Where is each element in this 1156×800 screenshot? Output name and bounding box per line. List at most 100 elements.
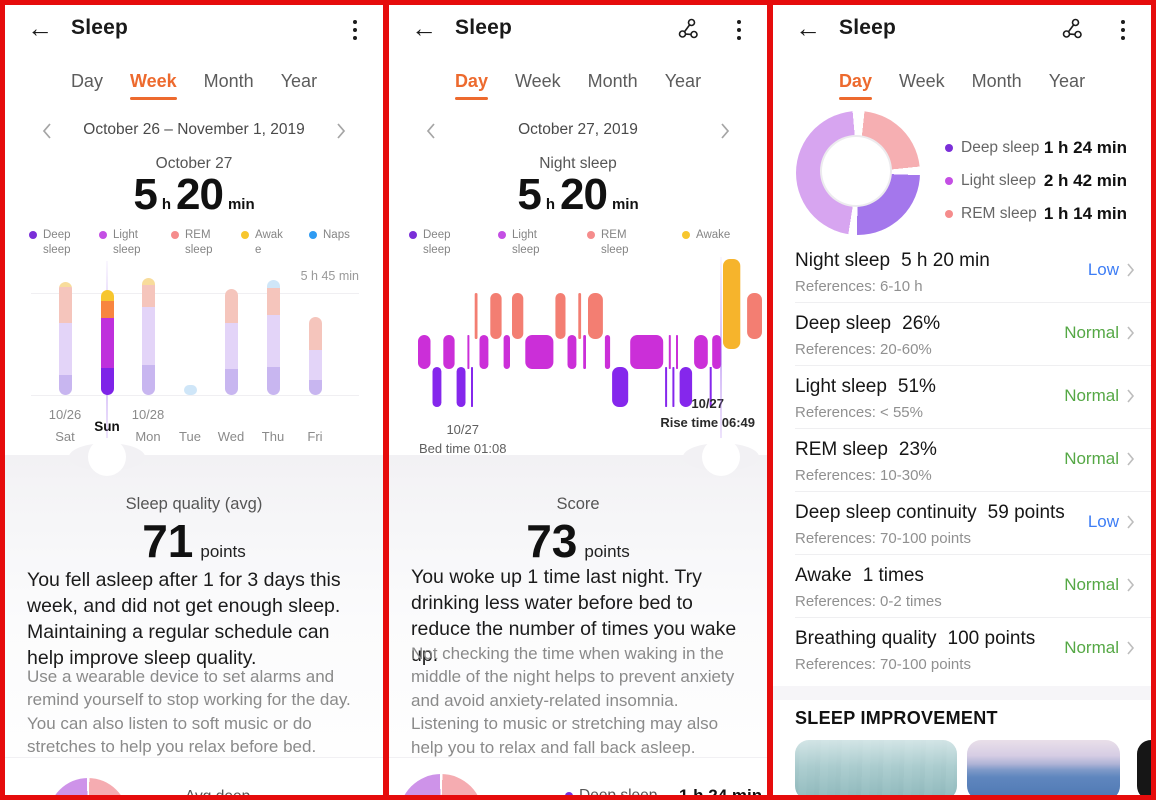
tab-day[interactable]: Day xyxy=(455,71,488,106)
tab-week[interactable]: Week xyxy=(130,71,177,106)
misty-forest-card[interactable] xyxy=(795,740,957,795)
metric-row-deep-sleep-continuity[interactable]: Deep sleep continuity 59 points References… xyxy=(795,492,1151,555)
selection-handle[interactable] xyxy=(88,438,126,476)
x-day-fri[interactable]: Fri xyxy=(307,429,323,444)
light-sleep-dot xyxy=(498,231,506,239)
weekly-sleep-bar-chart[interactable]: 5 h 45 min 10/26 Sat Sun 10/28 Mon Tue Wed Thu F… xyxy=(5,5,383,795)
sleep-composition-donut xyxy=(796,111,920,235)
chevron-right-icon xyxy=(1127,326,1135,340)
deep-sleep-dot xyxy=(565,792,573,795)
hypnogram-chart[interactable] xyxy=(417,255,763,411)
sleep-details-screen: ← Sleep Day Week Month Year Deep sleep 1 h 2… xyxy=(773,5,1151,795)
more-menu-icon[interactable] xyxy=(737,20,741,40)
chevron-right-icon xyxy=(1127,263,1135,277)
metric-row-light-sleep[interactable]: Light sleep 51% References: < 55% Normal xyxy=(795,366,1151,429)
summary-label: Sleep quality (avg) xyxy=(125,495,263,513)
page-title: Sleep xyxy=(839,16,897,39)
score-section: Score 73 points You woke up 1 time last n… xyxy=(389,455,767,757)
summary-section: Sleep quality (avg) 71 points You fell as… xyxy=(5,455,383,757)
sleep-day-screen: ← Sleep Day Week Month Year October 27, 201… xyxy=(389,5,767,795)
tab-month[interactable]: Month xyxy=(971,71,1022,91)
chevron-right-icon xyxy=(1127,452,1135,466)
app-header: ← Sleep xyxy=(5,5,383,57)
sleep-bar-sun[interactable] xyxy=(100,290,114,395)
prev-period-icon[interactable] xyxy=(41,121,53,146)
metric-row-awake[interactable]: Awake 1 times References: 0-2 times Normal xyxy=(795,555,1151,618)
sleep-composition-pie xyxy=(399,774,483,795)
share-icon[interactable] xyxy=(1061,17,1085,46)
avg-sleep-pie-chart xyxy=(48,778,128,795)
status-badge: Normal xyxy=(1064,638,1119,657)
sleep-bar-wed[interactable] xyxy=(224,289,238,395)
metric-row-rem-sleep[interactable]: REM sleep 23% References: 10-30% Normal xyxy=(795,429,1151,492)
tab-year[interactable]: Year xyxy=(280,71,318,91)
night-sleep-label: Night sleep xyxy=(539,155,617,172)
sleep-week-screen: ← Sleep Day Week Month Year October 26 – No… xyxy=(5,5,383,795)
next-period-icon[interactable] xyxy=(719,121,731,146)
back-icon[interactable]: ← xyxy=(795,13,821,43)
rem-sleep-dot xyxy=(587,231,595,239)
avg-deep-label: Avg deep xyxy=(185,788,250,795)
selection-handle[interactable] xyxy=(702,438,740,476)
dark-card[interactable] xyxy=(1137,740,1151,795)
chevron-right-icon xyxy=(1127,515,1135,529)
share-icon[interactable] xyxy=(677,17,701,46)
app-header: ← Sleep xyxy=(389,5,767,57)
status-badge: Normal xyxy=(1064,449,1119,468)
date-label: October 27, 2019 xyxy=(518,121,638,138)
sleep-composition-card: Deep sleep 1 h 24 min xyxy=(389,757,767,795)
sleep-bar-tue[interactable] xyxy=(183,385,197,395)
deep-sleep-value: 1 h 24 min xyxy=(679,786,762,795)
app-header: ← Sleep xyxy=(773,5,1151,57)
more-menu-icon[interactable] xyxy=(353,20,357,40)
tab-month[interactable]: Month xyxy=(587,71,638,91)
x-day-mon[interactable]: Mon xyxy=(135,429,161,444)
tab-year[interactable]: Year xyxy=(664,71,702,91)
back-icon[interactable]: ← xyxy=(27,13,53,43)
summary-value: 71 points xyxy=(142,515,246,567)
date-navigator: October 27, 2019 xyxy=(389,118,767,144)
tab-day[interactable]: Day xyxy=(70,71,103,91)
more-menu-icon[interactable] xyxy=(1121,20,1125,40)
sleep-bar-fri[interactable] xyxy=(308,317,322,395)
deep-sleep-label: Deep sleep xyxy=(579,787,657,795)
sleep-bar-mon[interactable] xyxy=(141,278,155,395)
metric-row-deep-sleep[interactable]: Deep sleep 26% References: 20-60% Normal xyxy=(795,303,1151,366)
date-navigator: October 26 – November 1, 2019 xyxy=(5,118,383,144)
rise-time-line xyxy=(720,257,722,457)
period-tabs: Day Week Month Year xyxy=(5,71,383,106)
ocean-horizon-card[interactable] xyxy=(967,740,1120,795)
x-day-wed[interactable]: Wed xyxy=(217,429,245,444)
chevron-right-icon xyxy=(1127,389,1135,403)
tab-month[interactable]: Month xyxy=(203,71,254,91)
prev-period-icon[interactable] xyxy=(425,121,437,146)
period-tabs: Day Week Month Year xyxy=(773,71,1151,106)
x-day-sat[interactable]: Sat xyxy=(55,429,75,444)
selected-day-label: October 27 xyxy=(155,155,233,172)
x-day-thu[interactable]: Thu xyxy=(261,429,285,444)
rem-sleep-dot xyxy=(945,209,953,218)
x-day-tue[interactable]: Tue xyxy=(179,429,201,444)
tab-year[interactable]: Year xyxy=(1048,71,1086,91)
score-label: Score xyxy=(556,495,600,513)
sleep-bar-sat[interactable] xyxy=(58,282,72,395)
donut-legend-light-sleep: Light sleep 2 h 42 min xyxy=(945,164,1127,197)
metric-row-breathing-quality[interactable]: Breathing quality 100 points References: 7… xyxy=(795,618,1151,681)
sleep-bar-thu[interactable] xyxy=(266,280,280,395)
tab-week[interactable]: Week xyxy=(514,71,561,91)
tab-day[interactable]: Day xyxy=(839,71,872,106)
back-icon[interactable]: ← xyxy=(411,13,437,43)
deep-sleep-dot xyxy=(409,231,417,239)
tab-week[interactable]: Week xyxy=(898,71,945,91)
next-period-icon[interactable] xyxy=(335,121,347,146)
status-badge: Normal xyxy=(1064,323,1119,342)
deep-sleep-dot xyxy=(945,143,953,152)
legend-item-awake: Awake xyxy=(682,228,740,243)
bed-time-label: 10/27 Bed time 01:08 xyxy=(419,422,507,456)
sleep-improvement-header: SLEEP IMPROVEMENT xyxy=(795,708,998,728)
advice-secondary: Not checking the time when waking in the… xyxy=(411,644,735,757)
x-day-sun[interactable]: Sun xyxy=(94,419,120,434)
